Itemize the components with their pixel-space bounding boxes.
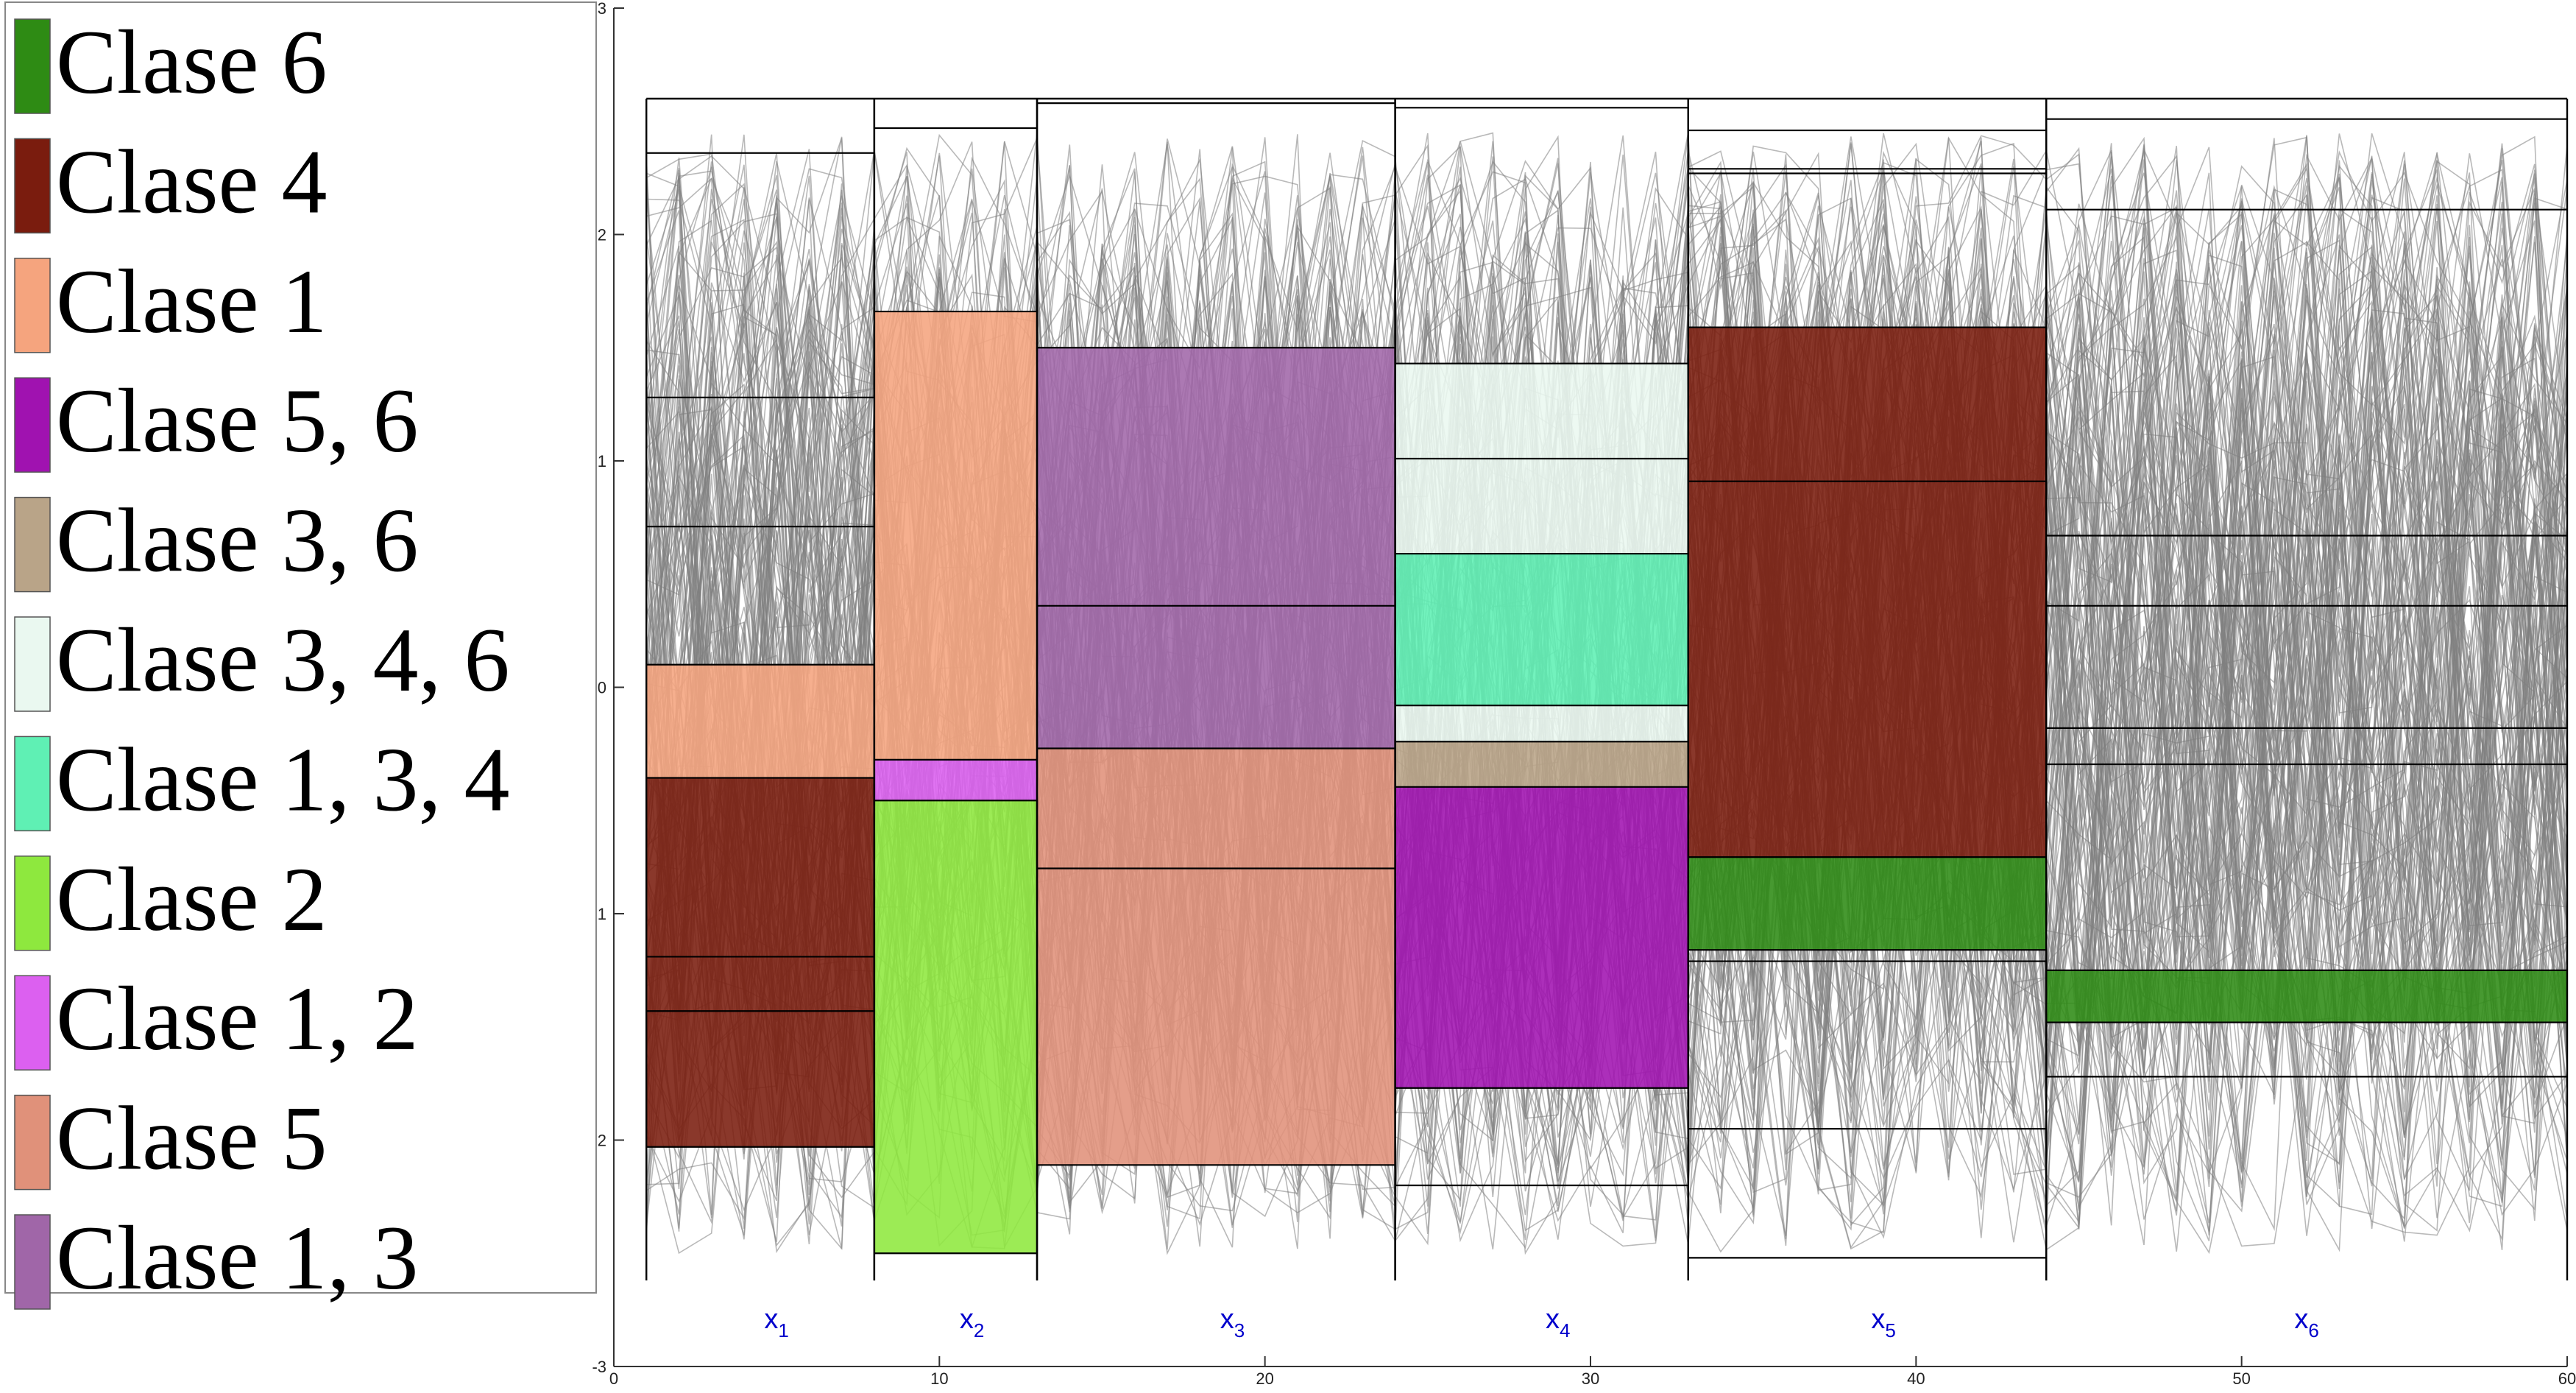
feature-labels-layer: x1 x2 x3 x4 x5 x6 bbox=[764, 1304, 2318, 1341]
x-tick-label: 30 bbox=[1582, 1369, 1599, 1388]
feature-label-x3: x3 bbox=[1220, 1304, 1245, 1341]
legend-label: Clase 3, 6 bbox=[56, 490, 419, 591]
feature-label-x1: x1 bbox=[764, 1304, 788, 1341]
legend-label: Clase 4 bbox=[56, 131, 328, 232]
class-box-x4-4 bbox=[1395, 741, 1688, 787]
series-line bbox=[645, 152, 2568, 1233]
y-tick-label: 0 bbox=[598, 679, 606, 697]
legend-label: Clase 6 bbox=[56, 12, 328, 113]
class-box-x5-2 bbox=[1688, 857, 2047, 951]
legend-label: Clase 1 bbox=[56, 251, 328, 352]
x-tick-label: 50 bbox=[2232, 1369, 2250, 1388]
x-tick-label: 60 bbox=[2558, 1369, 2576, 1388]
class-box-x4-5 bbox=[1395, 786, 1688, 1088]
class-box-x4-3 bbox=[1395, 705, 1688, 742]
legend-swatch bbox=[14, 377, 51, 473]
y-tick-label: 1 bbox=[598, 905, 606, 923]
class-box-x4-2 bbox=[1395, 554, 1688, 706]
class-box-x3-1 bbox=[1037, 348, 1395, 749]
legend-label: Clase 2 bbox=[56, 849, 328, 950]
legend-label: Clase 5 bbox=[56, 1088, 328, 1189]
feature-label-x2: x2 bbox=[960, 1304, 984, 1341]
feature-label-x4: x4 bbox=[1546, 1304, 1570, 1341]
y-tick-label: 2 bbox=[598, 226, 606, 244]
class-box-x3-2 bbox=[1037, 748, 1395, 1165]
class-box-x1-1 bbox=[646, 664, 874, 778]
feature-frames-layer bbox=[645, 97, 2569, 1281]
class-box-x1-2 bbox=[646, 777, 874, 1147]
legend-swatch bbox=[14, 496, 51, 593]
legend-swatch bbox=[14, 258, 51, 353]
legend-label: Clase 5, 6 bbox=[56, 370, 419, 471]
class-box-x5-1 bbox=[1688, 327, 2047, 858]
y-tick-label: 1 bbox=[598, 452, 606, 470]
legend-label: Clase 1, 2 bbox=[56, 968, 419, 1069]
class-box-x2-3 bbox=[874, 800, 1038, 1254]
legend-label: Clase 1, 3, 4 bbox=[56, 729, 510, 830]
legend-swatch bbox=[14, 975, 51, 1071]
class-box-x2-2 bbox=[874, 759, 1038, 801]
x-tick-label: 40 bbox=[1907, 1369, 1925, 1388]
x-tick-label: 10 bbox=[930, 1369, 948, 1388]
legend-label: Clase 3, 4, 6 bbox=[56, 610, 510, 710]
legend-swatch bbox=[14, 18, 51, 114]
legend-swatch bbox=[14, 1214, 51, 1310]
legend-swatch bbox=[14, 736, 51, 832]
class-box-x2-1 bbox=[874, 311, 1038, 760]
legend-box bbox=[4, 1, 597, 1294]
class-box-x6-1 bbox=[2046, 970, 2567, 1023]
legend-swatch bbox=[14, 856, 51, 951]
feature-label-x5: x5 bbox=[1871, 1304, 1895, 1341]
legend-label: Clase 1, 3 bbox=[56, 1207, 419, 1308]
y-tick-label: -3 bbox=[592, 1358, 606, 1376]
class-boxes-layer bbox=[646, 311, 2567, 1254]
feature-label-x6: x6 bbox=[2294, 1304, 2318, 1341]
legend-swatch bbox=[14, 616, 51, 712]
legend-swatch bbox=[14, 1094, 51, 1191]
x-tick-label: 20 bbox=[1256, 1369, 1273, 1388]
legend-swatch bbox=[14, 138, 51, 234]
legend: Clase 6 Clase 4 Clase 1 Clase 5, 6 Clase 3, … bbox=[4, 1, 597, 1310]
x-tick-label: 0 bbox=[609, 1369, 618, 1388]
y-tick-label: 2 bbox=[598, 1132, 606, 1150]
y-tick-label: 3 bbox=[598, 0, 606, 18]
